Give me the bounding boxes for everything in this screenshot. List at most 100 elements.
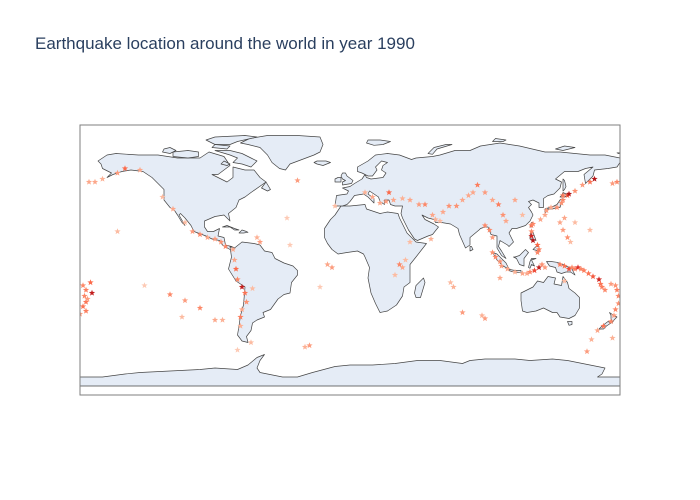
earthquake-marker[interactable] <box>580 267 588 274</box>
earthquake-marker[interactable] <box>534 241 541 248</box>
earthquake-marker[interactable] <box>565 190 573 197</box>
earthquake-marker[interactable] <box>586 226 594 233</box>
earthquake-marker[interactable] <box>474 181 481 188</box>
earthquake-marker[interactable] <box>496 258 504 265</box>
earthquake-marker[interactable] <box>558 199 565 206</box>
earthquake-marker[interactable] <box>559 196 567 203</box>
earthquake-marker[interactable] <box>159 193 166 200</box>
earthquake-marker[interactable] <box>486 226 493 233</box>
earthquake-marker[interactable] <box>196 304 204 311</box>
earthquake-marker[interactable] <box>489 249 496 256</box>
earthquake-marker[interactable] <box>535 264 543 271</box>
earthquake-marker[interactable] <box>579 181 586 188</box>
earthquake-marker[interactable] <box>607 318 615 325</box>
earthquake-marker[interactable] <box>166 291 174 298</box>
earthquake-marker[interactable] <box>561 262 568 269</box>
earthquake-marker[interactable] <box>561 214 568 221</box>
earthquake-marker[interactable] <box>181 297 189 304</box>
earthquake-marker[interactable] <box>331 202 339 209</box>
earthquake-marker[interactable] <box>87 279 94 286</box>
earthquake-marker[interactable] <box>436 217 444 224</box>
earthquake-marker[interactable] <box>445 202 453 209</box>
earthquake-marker[interactable] <box>294 177 301 184</box>
earthquake-marker[interactable] <box>469 189 477 196</box>
earthquake-marker[interactable] <box>528 232 535 239</box>
earthquake-marker[interactable] <box>600 322 607 329</box>
earthquake-marker[interactable] <box>598 283 606 290</box>
earthquake-marker[interactable] <box>181 219 189 226</box>
earthquake-marker[interactable] <box>169 205 177 212</box>
earthquake-marker[interactable] <box>481 222 489 229</box>
earthquake-marker[interactable] <box>406 196 414 203</box>
earthquake-marker[interactable] <box>402 256 409 263</box>
earthquake-marker[interactable] <box>612 282 619 289</box>
earthquake-marker[interactable] <box>615 292 621 299</box>
earthquake-marker[interactable] <box>607 280 615 287</box>
earthquake-marker[interactable] <box>529 237 537 244</box>
earthquake-marker[interactable] <box>232 265 240 272</box>
earthquake-marker[interactable] <box>396 261 403 268</box>
earthquake-marker[interactable] <box>82 298 90 305</box>
earthquake-marker[interactable] <box>439 208 447 215</box>
earthquake-marker[interactable] <box>399 195 406 202</box>
earthquake-marker[interactable] <box>561 277 568 284</box>
earthquake-marker[interactable] <box>615 300 621 307</box>
earthquake-marker[interactable] <box>538 261 546 268</box>
earthquake-marker[interactable] <box>481 315 489 322</box>
earthquake-marker[interactable] <box>492 253 499 260</box>
earthquake-marker[interactable] <box>390 196 397 203</box>
earthquake-marker[interactable] <box>589 273 597 280</box>
earthquake-marker[interactable] <box>211 316 219 323</box>
earthquake-marker[interactable] <box>316 283 324 290</box>
earthquake-marker[interactable] <box>211 235 219 242</box>
earthquake-marker[interactable] <box>586 178 594 185</box>
earthquake-marker[interactable] <box>511 196 519 203</box>
earthquake-marker[interactable] <box>429 211 436 218</box>
earthquake-marker[interactable] <box>121 165 129 172</box>
earthquake-marker[interactable] <box>496 274 504 281</box>
earthquake-marker[interactable] <box>577 265 585 272</box>
earthquake-marker[interactable] <box>612 306 619 313</box>
earthquake-marker[interactable] <box>91 178 99 185</box>
earthquake-marker[interactable] <box>219 316 226 323</box>
earthquake-marker[interactable] <box>498 262 505 269</box>
earthquake-marker[interactable] <box>114 169 121 176</box>
earthquake-marker[interactable] <box>453 202 460 209</box>
earthquake-marker[interactable] <box>543 207 550 214</box>
earthquake-marker[interactable] <box>519 270 526 277</box>
earthquake-marker[interactable] <box>80 282 87 289</box>
earthquake-marker[interactable] <box>217 238 225 245</box>
earthquake-marker[interactable] <box>84 295 91 302</box>
earthquake-marker[interactable] <box>553 204 561 211</box>
earthquake-marker[interactable] <box>478 312 486 319</box>
earthquake-marker[interactable] <box>556 219 564 226</box>
earthquake-marker[interactable] <box>196 231 204 238</box>
earthquake-marker[interactable] <box>81 292 88 299</box>
earthquake-marker[interactable] <box>77 310 84 317</box>
earthquake-marker[interactable] <box>238 283 246 290</box>
earthquake-marker[interactable] <box>534 249 541 256</box>
earthquake-marker[interactable] <box>361 189 369 196</box>
earthquake-marker[interactable] <box>585 270 592 277</box>
earthquake-marker[interactable] <box>511 268 519 275</box>
earthquake-marker[interactable] <box>609 180 616 187</box>
earthquake-marker[interactable] <box>415 201 423 208</box>
earthquake-marker[interactable] <box>571 219 579 226</box>
earthquake-marker[interactable] <box>447 279 454 286</box>
earthquake-marker[interactable] <box>567 238 574 245</box>
earthquake-marker[interactable] <box>421 201 429 208</box>
earthquake-marker[interactable] <box>427 235 435 242</box>
earthquake-marker[interactable] <box>594 327 601 334</box>
earthquake-marker[interactable] <box>465 192 472 199</box>
earthquake-marker[interactable] <box>253 234 261 241</box>
earthquake-marker[interactable] <box>537 216 544 223</box>
earthquake-marker[interactable] <box>231 256 238 263</box>
earthquake-marker[interactable] <box>369 193 376 200</box>
earthquake-marker[interactable] <box>406 238 414 245</box>
earthquake-marker[interactable] <box>385 189 393 196</box>
earthquake-marker[interactable] <box>85 178 93 185</box>
earthquake-marker[interactable] <box>376 199 384 206</box>
earthquake-marker[interactable] <box>571 265 579 272</box>
earthquake-marker[interactable] <box>502 217 510 224</box>
